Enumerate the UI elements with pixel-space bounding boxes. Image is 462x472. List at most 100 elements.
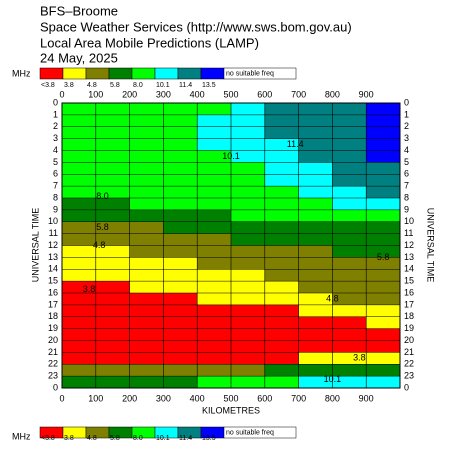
cell — [264, 364, 300, 377]
cell — [95, 316, 131, 330]
cell — [264, 186, 300, 199]
legend-swatch — [62, 67, 87, 80]
legend-label: 13.5 — [202, 435, 216, 442]
y-tick-label: 16 — [404, 287, 414, 297]
legend-label: 10.1 — [156, 435, 170, 442]
cell — [298, 269, 333, 282]
y-tick-label: 1 — [404, 109, 409, 119]
cell — [298, 150, 333, 163]
cell — [163, 245, 198, 258]
cell — [163, 114, 198, 128]
cell — [298, 209, 333, 223]
cell — [332, 376, 367, 389]
cell — [62, 328, 97, 341]
cell — [332, 245, 367, 258]
x-tick-label: 300 — [156, 89, 171, 99]
cell — [264, 150, 300, 163]
cell — [231, 269, 266, 282]
cell — [366, 198, 401, 211]
legend-label: 4.8 — [87, 435, 97, 442]
cell — [197, 186, 232, 199]
y-tick-label: 4 — [53, 145, 58, 155]
y-tick-label: 13 — [404, 252, 414, 262]
cell — [366, 186, 401, 199]
cell — [332, 352, 367, 365]
cell — [163, 376, 198, 389]
cell — [231, 352, 266, 365]
cell — [332, 114, 367, 128]
cell — [163, 174, 198, 187]
legend-label: 5.8 — [110, 82, 120, 89]
legend-label: <3.8 — [41, 82, 55, 89]
legend-swatch — [131, 67, 156, 80]
cell — [231, 162, 266, 175]
y-tick-label: 11 — [49, 228, 58, 238]
x-tick-label: 700 — [291, 89, 306, 99]
cell — [197, 269, 232, 282]
cell — [197, 364, 232, 377]
cell — [163, 328, 198, 341]
cell — [129, 352, 164, 365]
cell — [366, 114, 401, 128]
y-tick-label: 17 — [404, 299, 414, 309]
legend-swatch — [223, 67, 297, 80]
cell — [163, 150, 198, 163]
title-line: BFS–Broome — [40, 3, 118, 18]
cell — [298, 316, 333, 330]
legend-label: 11.4 — [179, 435, 192, 442]
cell — [332, 150, 367, 163]
x-tick-label: 300 — [156, 393, 171, 403]
cell — [298, 103, 333, 116]
legend-swatch — [39, 67, 64, 80]
cell — [62, 304, 97, 318]
cell — [197, 126, 232, 140]
y-tick-label: 19 — [404, 323, 414, 333]
cell — [163, 198, 198, 211]
contour-label: 4.8 — [93, 240, 106, 250]
y-tick-label: 1 — [53, 109, 58, 119]
cell — [163, 352, 198, 365]
cell — [298, 174, 333, 187]
cell — [231, 316, 266, 330]
legend-label: 5.8 — [110, 435, 120, 442]
cell — [95, 174, 131, 187]
y-tick-label: 7 — [404, 181, 409, 191]
cell — [62, 138, 97, 151]
cell — [298, 186, 333, 199]
cell — [366, 364, 401, 377]
x-tick-label: 800 — [325, 89, 340, 99]
cell — [231, 340, 266, 353]
cell — [231, 103, 266, 116]
cell — [95, 198, 131, 211]
cell — [197, 328, 232, 341]
cell — [197, 221, 232, 235]
cell — [298, 364, 333, 377]
cell — [264, 221, 300, 235]
cell — [231, 364, 266, 377]
cell — [332, 316, 367, 330]
cell — [95, 293, 131, 306]
y-tick-label: 23 — [404, 371, 414, 381]
y-tick-label: 6 — [404, 169, 409, 179]
cell — [264, 103, 300, 116]
legend-swatch — [85, 67, 110, 80]
y-tick-label: 5 — [404, 157, 409, 167]
cell — [95, 340, 131, 353]
legend-label: 4.8 — [87, 82, 97, 89]
cell — [62, 126, 97, 140]
cell — [197, 138, 232, 151]
cell — [62, 198, 97, 211]
cell — [264, 209, 300, 223]
cell — [366, 304, 401, 318]
cell — [231, 174, 266, 187]
cell — [163, 233, 198, 246]
cell — [163, 364, 198, 377]
y-tick-label: 16 — [48, 287, 58, 297]
contour-label: 10.1 — [222, 151, 240, 161]
cell — [197, 352, 232, 365]
cell — [231, 304, 266, 318]
cell — [264, 245, 300, 258]
cell — [62, 257, 97, 270]
cell — [129, 269, 164, 282]
y-tick-label: 7 — [53, 181, 58, 191]
